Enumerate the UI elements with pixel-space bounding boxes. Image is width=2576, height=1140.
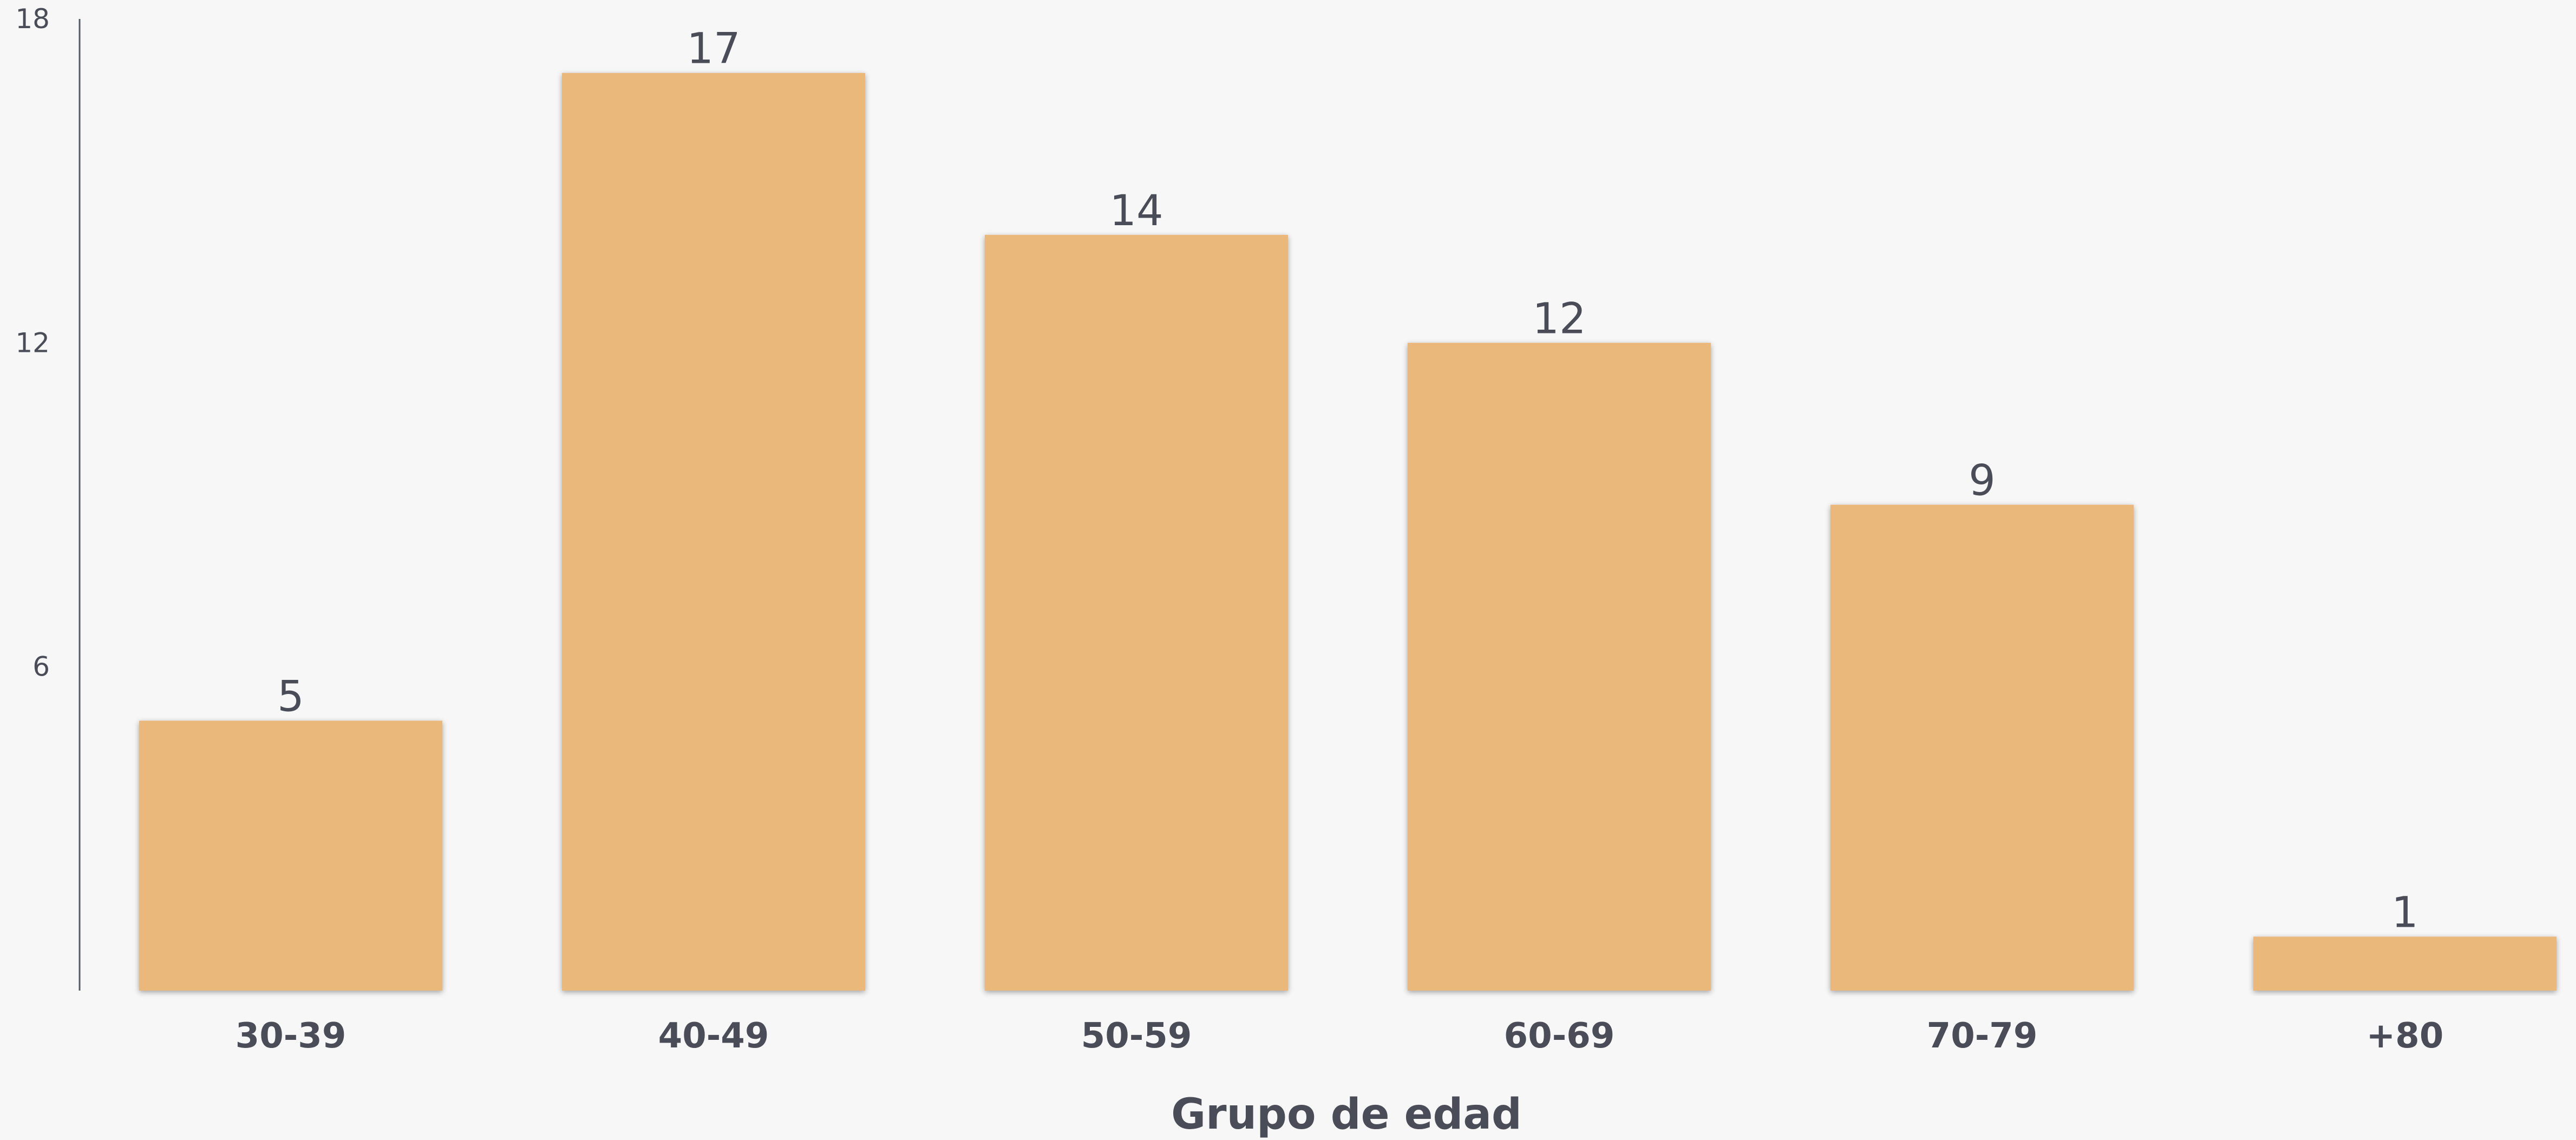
data-label: 12 [1532, 294, 1586, 343]
y-tick-label: 12 [15, 327, 50, 358]
x-axis-ticks: 30-39 40-49 50-59 60-69 70-79 +80 [236, 1016, 2444, 1056]
x-tick-label: +80 [2366, 1016, 2444, 1056]
bar-60-69 [1408, 343, 1711, 991]
bars [139, 73, 2557, 991]
x-tick-label: 30-39 [236, 1016, 346, 1056]
x-axis-title: Grupo de edad [1171, 1090, 1522, 1139]
bar-40-49 [562, 73, 865, 991]
bar-50-59 [985, 234, 1288, 991]
data-label: 9 [1969, 457, 1996, 506]
bar-30-39 [139, 720, 442, 991]
x-tick-label: 60-69 [1504, 1016, 1615, 1056]
y-tick-label: 6 [32, 651, 50, 683]
bar-+80 [2253, 936, 2557, 991]
y-axis-ticks: 6 12 18 [15, 3, 50, 683]
x-tick-label: 70-79 [1927, 1016, 2038, 1056]
bar-70-79 [1830, 505, 2134, 991]
data-labels: 5 17 14 12 9 1 [277, 25, 2418, 938]
x-tick-label: 50-59 [1081, 1016, 1192, 1056]
x-tick-label: 40-49 [658, 1016, 769, 1056]
y-tick-label: 18 [15, 3, 50, 35]
data-label: 14 [1109, 187, 1163, 235]
data-label: 5 [277, 672, 304, 721]
data-label: 1 [2391, 888, 2418, 937]
data-label: 17 [687, 25, 740, 74]
